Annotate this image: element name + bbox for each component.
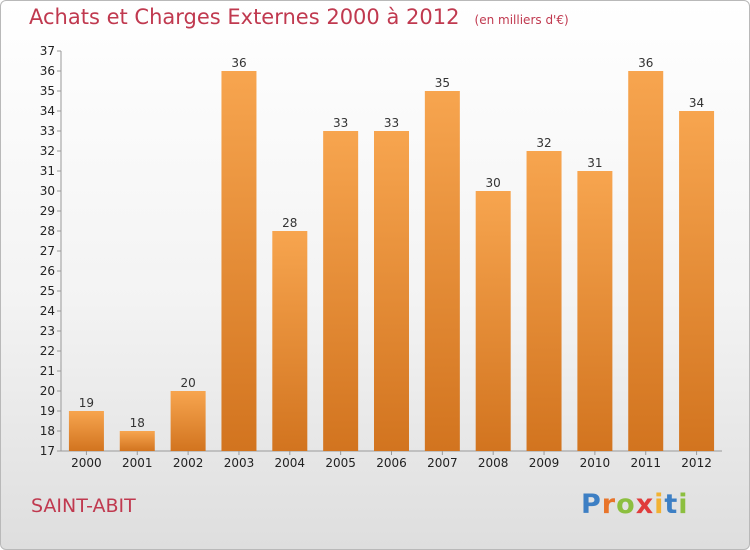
y-tick-label: 28: [40, 224, 55, 238]
y-tick-label: 22: [40, 344, 55, 358]
bar-2000: [68, 411, 104, 451]
y-tick-label: 26: [40, 264, 55, 278]
y-tick-label: 25: [40, 284, 55, 298]
y-tick-label: 30: [40, 184, 55, 198]
y-tick-label: 27: [40, 244, 55, 258]
bar-2008: [475, 191, 511, 451]
bar-2012: [679, 111, 715, 451]
x-tick-label-2000: 2000: [71, 456, 102, 470]
bar-2001: [119, 431, 155, 451]
commune-name: SAINT-ABIT: [31, 495, 136, 517]
x-tick-label-2008: 2008: [478, 456, 509, 470]
value-label-2000: 19: [79, 396, 94, 410]
y-tick-label: 32: [40, 144, 55, 158]
value-label-2005: 33: [333, 116, 348, 130]
bars: 19 18 20 36 28 33 33 35 30 32 31 36 34: [68, 56, 715, 451]
value-label-2010: 31: [587, 156, 602, 170]
y-tick-label: 20: [40, 384, 55, 398]
logo-letter: i: [654, 489, 665, 520]
value-label-2008: 30: [486, 176, 501, 190]
proxiti-logo: Proxiti: [581, 489, 689, 520]
x-tick-label-2009: 2009: [529, 456, 560, 470]
y-tick-label: 31: [40, 164, 55, 178]
y-tick-label: 35: [40, 84, 55, 98]
value-label-2012: 34: [689, 96, 704, 110]
value-label-2003: 36: [231, 56, 246, 70]
x-tick-label-2012: 2012: [681, 456, 712, 470]
bar-2003: [221, 71, 257, 451]
y-tick-label: 37: [40, 44, 55, 58]
value-label-2011: 36: [638, 56, 653, 70]
x-tick-label-2004: 2004: [275, 456, 306, 470]
bar-2007: [424, 91, 460, 451]
bar-2011: [628, 71, 664, 451]
y-tick-label: 29: [40, 204, 55, 218]
value-label-2009: 32: [536, 136, 551, 150]
x-tick-label-2006: 2006: [376, 456, 407, 470]
y-tick-label: 19: [40, 404, 55, 418]
logo-letter: i: [678, 489, 689, 520]
y-tick-label: 23: [40, 324, 55, 338]
y-tick-label: 33: [40, 124, 55, 138]
logo-letter: P: [581, 489, 602, 520]
value-label-2007: 35: [435, 76, 450, 90]
y-tick-label: 18: [40, 424, 55, 438]
bar-2010: [577, 171, 613, 451]
x-tick-label-2003: 2003: [224, 456, 255, 470]
bar-2005: [323, 131, 359, 451]
chart-title-block: Achats et Charges Externes 2000 à 2012 (…: [29, 5, 569, 29]
logo-letter: x: [635, 489, 655, 520]
y-tick-label: 36: [40, 64, 55, 78]
chart-title: Achats et Charges Externes 2000 à 2012: [29, 5, 460, 29]
y-tick-label: 21: [40, 364, 55, 378]
x-tick-label-2011: 2011: [630, 456, 661, 470]
x-tick-label-2010: 2010: [580, 456, 611, 470]
y-tick-label: 34: [40, 104, 55, 118]
y-tick-label: 17: [40, 444, 55, 458]
x-tick-label-2002: 2002: [173, 456, 204, 470]
bar-2002: [170, 391, 206, 451]
bar-2006: [374, 131, 409, 451]
axes: 17 18 19 20 21 22 23 24 25 26 27 28 29 30 31 32 33 34 35 36…: [40, 44, 722, 470]
bar-2009: [526, 151, 562, 451]
value-label-2004: 28: [282, 216, 297, 230]
x-tick-label-2001: 2001: [122, 456, 153, 470]
y-tick-label: 24: [40, 304, 55, 318]
logo-letter: o: [616, 489, 636, 520]
logo-letter: t: [664, 489, 679, 520]
x-tick-label-2007: 2007: [427, 456, 458, 470]
x-tick-label-2005: 2005: [325, 456, 356, 470]
value-label-2001: 18: [130, 416, 145, 430]
logo-letter: r: [601, 489, 617, 520]
bar-2004: [272, 231, 308, 451]
chart-unit: (en milliers d'€): [474, 13, 569, 27]
value-label-2002: 20: [180, 376, 195, 390]
value-label-2006: 33: [384, 116, 399, 130]
